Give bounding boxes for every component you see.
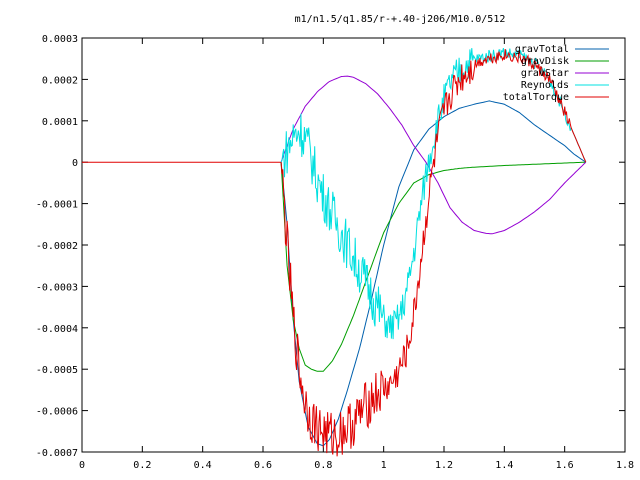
series-layer [82, 47, 587, 457]
x-tick-label: 1 [381, 460, 387, 471]
chart-title: m1/n1.5/q1.85/r-+.40-j206/M10.0/512 [295, 14, 506, 25]
y-tick-label: -0.0001 [36, 200, 78, 211]
y-tick-label: 0 [72, 158, 78, 169]
y-tick-label: -0.0004 [36, 324, 78, 335]
legend-label: gravTotal [515, 44, 569, 55]
x-tick-label: 0.6 [254, 460, 272, 471]
legend: gravTotalgravDiskgravStarReynoldstotalTo… [503, 44, 609, 103]
x-tick-label: 1.8 [616, 460, 634, 471]
x-tick-label: 0.8 [314, 460, 332, 471]
series-line-gravTotal [280, 100, 587, 447]
x-axis: 0 0.2 0.4 0.6 0.8 1 1.2 1.4 1.6 1.8 [79, 38, 634, 471]
series-line-gravStar [280, 75, 587, 235]
x-tick-label: 0 [79, 460, 85, 471]
y-tick-label: -0.0002 [36, 241, 78, 252]
y-tick-label: -0.0006 [36, 407, 78, 418]
legend-label: gravStar [521, 68, 569, 79]
x-tick-label: 1.6 [556, 460, 574, 471]
x-tick-label: 1.4 [495, 460, 513, 471]
y-axis: 0.0003 0.0002 0.0001 0 -0.0001 -0.0002 -0.0003… [36, 34, 625, 459]
y-tick-label: 0.0001 [42, 117, 78, 128]
x-tick-label: 0.2 [133, 460, 151, 471]
x-tick-label: 0.4 [194, 460, 212, 471]
y-tick-label: -0.0007 [36, 448, 78, 459]
series-line-gravDisk [280, 161, 586, 372]
y-tick-label: -0.0003 [36, 282, 78, 293]
y-tick-label: -0.0005 [36, 365, 78, 376]
legend-label: gravDisk [521, 56, 569, 67]
series-line-totalTorque [280, 48, 587, 457]
legend-label: Reynolds [521, 80, 569, 91]
legend-label: totalTorque [503, 92, 569, 103]
y-tick-label: 0.0003 [42, 34, 78, 45]
y-tick-label: 0.0002 [42, 75, 78, 86]
x-tick-label: 1.2 [435, 460, 453, 471]
